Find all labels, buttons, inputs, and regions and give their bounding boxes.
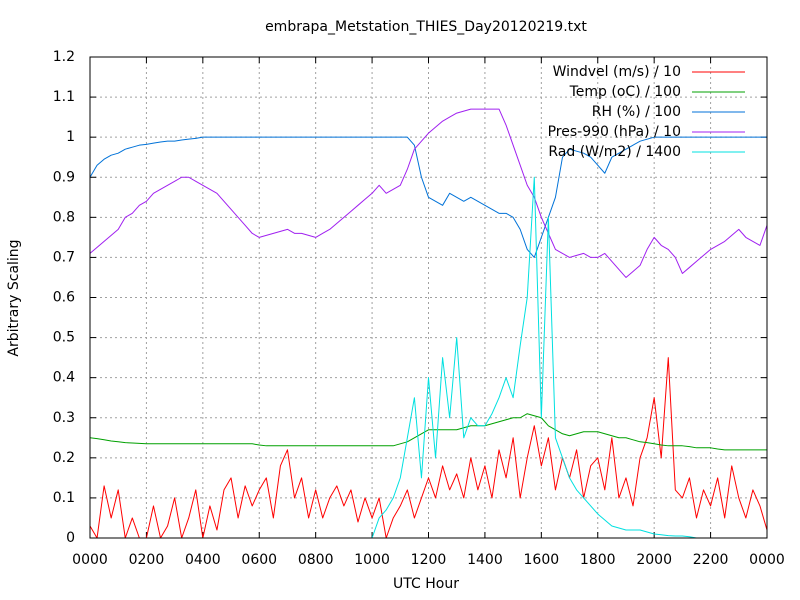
x-tick-label: 0000	[749, 552, 785, 568]
chart-title: embrapa_Metstation_THIES_Day20120219.txt	[265, 19, 587, 35]
x-tick-label: 0200	[129, 552, 165, 568]
x-tick-label: 0800	[298, 552, 334, 568]
y-tick-label: 1.2	[53, 49, 75, 65]
x-tick-label: 2000	[636, 552, 672, 568]
x-tick-label: 1800	[580, 552, 616, 568]
y-tick-label: 1	[66, 129, 75, 145]
x-tick-label: 0000	[72, 552, 108, 568]
data-line	[89, 136, 767, 258]
x-tick-label: 2200	[693, 552, 729, 568]
legend-label: RH (%) / 100	[592, 104, 681, 120]
y-tick-label: 0.5	[53, 330, 75, 346]
plot-border	[89, 56, 768, 539]
y-tick-label: 0.8	[53, 209, 75, 225]
x-tick-label: 1400	[467, 552, 503, 568]
y-tick-label: 0.4	[53, 370, 75, 386]
x-tick-label: 1000	[354, 552, 390, 568]
legend: Windvel (m/s) / 10 Temp (oC) / 100 RH (%) …	[548, 64, 745, 160]
data-line	[89, 108, 768, 278]
legend-label: Temp (oC) / 100	[569, 84, 681, 100]
x-tick-label: 1600	[524, 552, 560, 568]
y-tick-label: 1.1	[53, 89, 75, 105]
y-tick-label: 0.3	[53, 410, 75, 426]
labels: embrapa_Metstation_THIES_Day20120219.txt…	[6, 19, 785, 592]
y-tick-label: 0.9	[53, 169, 75, 185]
legend-label: Pres-990 (hPa) / 10	[548, 124, 681, 140]
x-tick-label: 0400	[185, 552, 221, 568]
x-tick-label: 1200	[411, 552, 447, 568]
legend-label: Rad (W/m2) / 1400	[548, 144, 681, 160]
y-tick-label: 0.1	[53, 490, 75, 506]
y-axis-label: Arbitrary Scaling	[6, 239, 22, 356]
y-tick-label: 0.2	[53, 450, 75, 466]
x-tick-label: 0600	[241, 552, 277, 568]
y-tick-label: 0.6	[53, 290, 75, 306]
x-axis-label: UTC Hour	[393, 576, 459, 592]
data-line	[89, 413, 767, 451]
y-tick-label: 0.7	[53, 249, 75, 265]
y-tick-label: 0	[66, 530, 75, 546]
legend-label: Windvel (m/s) / 10	[553, 64, 681, 80]
